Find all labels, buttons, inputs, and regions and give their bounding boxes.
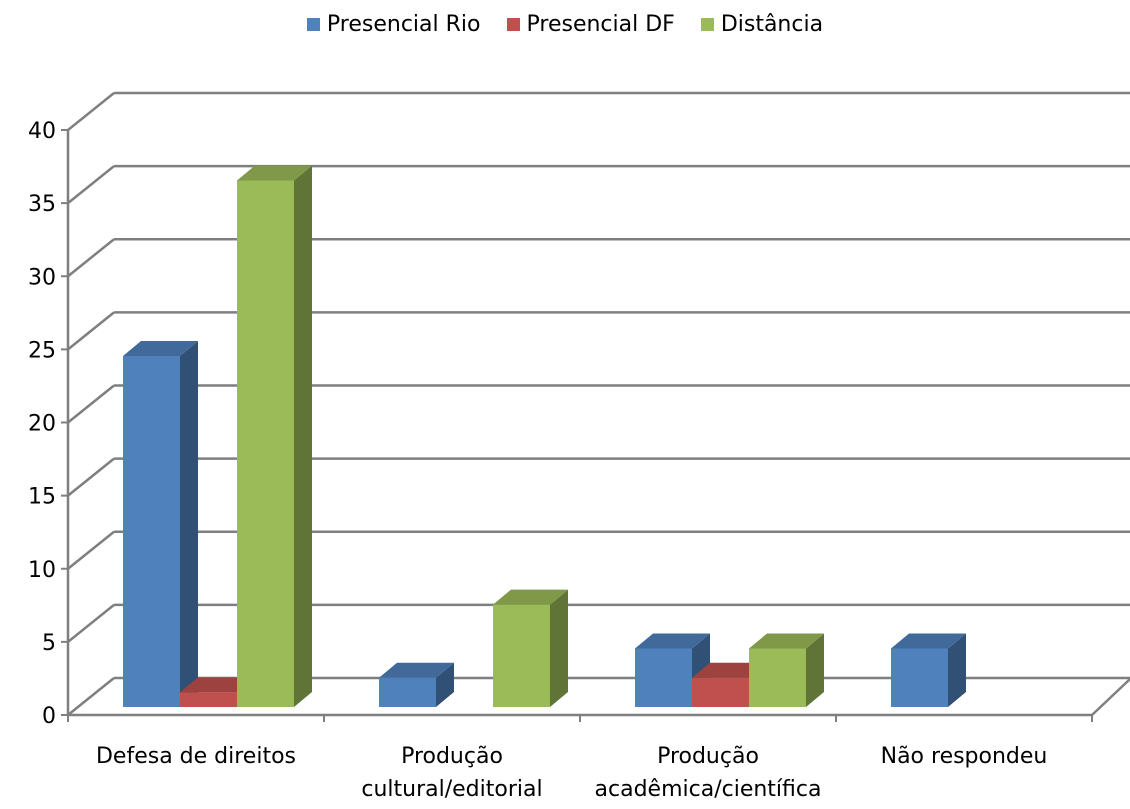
y-tick-label: 15 <box>28 485 56 510</box>
gridline-side <box>67 530 115 570</box>
bar-dist-ncia-front <box>749 648 806 707</box>
bar-dist-ncia-side <box>806 633 824 707</box>
y-tick-label: 40 <box>28 119 56 144</box>
bar-dist-ncia-top <box>237 165 312 181</box>
bar-dist-ncia-side <box>550 589 568 707</box>
bar-presencial-rio-top <box>379 662 454 678</box>
legend-item-distancia: Distância <box>700 12 824 37</box>
gridline-side <box>67 677 115 716</box>
gridline-side <box>67 238 115 278</box>
bar-presencial-rio-side <box>948 633 966 707</box>
bar-presencial-rio-top <box>123 341 198 356</box>
bar-dist-ncia-front <box>237 180 294 707</box>
x-tick-label: Não respondeu <box>881 744 1048 769</box>
bar-presencial-rio-top <box>635 633 710 649</box>
legend-item-presencial-df: Presencial DF <box>506 12 675 37</box>
bar-presencial-rio-side <box>180 341 198 707</box>
x-tick-label: acadêmica/científica <box>595 777 822 802</box>
y-tick-label: 10 <box>28 558 56 583</box>
legend-swatch-presencial-df <box>506 18 520 31</box>
gridline-side <box>67 92 115 131</box>
x-tick-label: Produção <box>657 744 759 769</box>
legend-label-presencial-rio: Presencial Rio <box>326 12 481 37</box>
y-tick-label: 25 <box>28 338 56 363</box>
x-tick-label: Produção <box>401 744 503 769</box>
x-tick-label: Defesa de direitos <box>96 744 296 769</box>
bar-presencial-rio-front <box>891 648 948 707</box>
y-tick-label: 30 <box>28 265 56 290</box>
bar-presencial-rio-front <box>635 648 692 707</box>
bar-dist-ncia-top <box>749 633 824 649</box>
gridline-side <box>67 603 115 643</box>
bar-presencial-df-front <box>692 677 749 707</box>
y-tick-label: 20 <box>28 412 56 437</box>
y-tick-label: 0 <box>42 704 56 729</box>
gridline-side <box>67 457 115 497</box>
legend-label-presencial-df: Presencial DF <box>526 12 675 37</box>
bar-dist-ncia-front <box>493 604 550 707</box>
legend-item-presencial-rio: Presencial Rio <box>306 12 481 37</box>
legend-label-distancia: Distância <box>720 12 824 37</box>
bar-dist-ncia-side <box>294 165 312 707</box>
bar-dist-ncia-top <box>493 589 568 605</box>
x-tick-label: cultural/editorial <box>361 777 542 802</box>
bar-presencial-df-top <box>692 662 767 678</box>
y-tick-label: 5 <box>42 631 56 656</box>
y-tick-label: 35 <box>28 192 56 217</box>
bar-presencial-df-top <box>180 677 255 693</box>
legend-swatch-presencial-rio <box>306 18 320 31</box>
legend: Presencial Rio Presencial DF Distância <box>0 12 1130 37</box>
bar-presencial-df-front <box>180 692 237 707</box>
gridline-side <box>67 165 115 205</box>
gridline-side <box>67 384 115 424</box>
bar-presencial-rio-front <box>379 677 436 707</box>
legend-swatch-distancia <box>700 18 714 31</box>
floor-right-edge <box>1091 677 1130 716</box>
bar-presencial-rio-front <box>123 356 180 707</box>
gridline-side <box>67 311 115 351</box>
bar-presencial-rio-top <box>891 633 966 649</box>
bar-presencial-rio-side <box>436 662 454 707</box>
